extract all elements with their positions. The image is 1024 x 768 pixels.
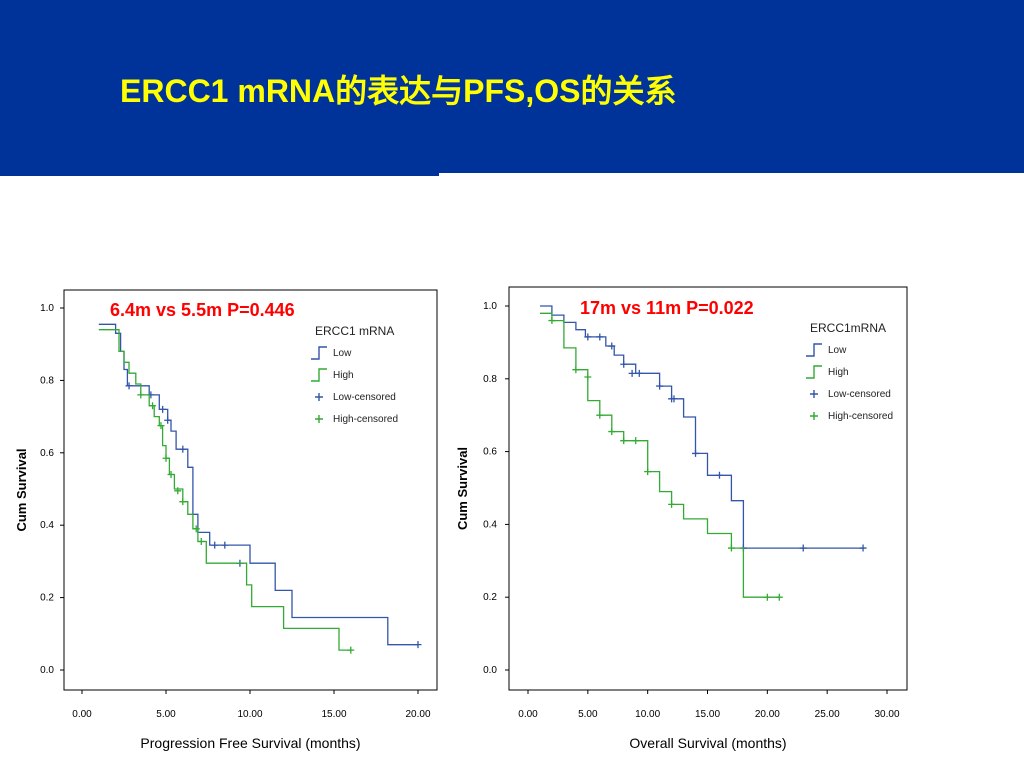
censor-mark-high	[763, 593, 771, 601]
legend-entry-label: Low	[333, 348, 352, 359]
censor-mark-low	[670, 395, 678, 403]
legend-entry-label: High-censored	[333, 414, 398, 425]
y-tick-label: 0.8	[483, 374, 497, 385]
y-tick-label: 0.4	[40, 520, 54, 531]
x-tick-label: 0.00	[518, 709, 538, 720]
x-tick-label: 10.00	[635, 709, 660, 720]
censor-mark-low	[635, 369, 643, 377]
km-curve-low	[98, 323, 418, 646]
censor-mark-low	[159, 405, 167, 413]
x-tick-label: 20.00	[405, 709, 430, 720]
legend-line-swatch	[311, 368, 327, 382]
banner-divider	[0, 173, 439, 176]
x-tick-label: 5.00	[156, 709, 176, 720]
slide-title: ERCC1 mRNA的表达与PFS,OS的关系	[120, 73, 677, 109]
y-tick-label: 0.6	[40, 448, 54, 459]
censor-mark-low	[125, 382, 133, 390]
legend-censor-swatch	[810, 412, 818, 420]
x-axis-title: Progression Free Survival (months)	[140, 735, 360, 751]
y-tick-label: 0.2	[483, 592, 497, 603]
legend-entry-label: High	[333, 370, 354, 381]
censor-mark-low	[596, 333, 604, 341]
y-tick-label: 0.8	[40, 375, 54, 386]
censor-mark-high	[775, 593, 783, 601]
censor-mark-high	[668, 500, 676, 508]
censor-mark-high	[149, 402, 157, 410]
charts-canvas: 0.0 0.2 0.4 0.6 0.8 1.0 0.00 5.00 10.00 15.00 20.0…	[14, 286, 908, 751]
censor-mark-low	[179, 445, 187, 453]
p-value-annotation: 17m vs 11m P=0.022	[580, 298, 754, 318]
censor-mark-high	[179, 498, 187, 506]
y-axis-title: Cum Survival	[14, 448, 29, 531]
y-axis-title: Cum Survival	[455, 447, 470, 530]
censor-mark-high	[162, 454, 170, 462]
legend-line-swatch	[311, 346, 327, 360]
legend-entry-label: Low-censored	[828, 389, 891, 400]
y-tick-label: 1.0	[40, 303, 54, 314]
x-tick-label: 10.00	[237, 709, 262, 720]
legend-line-swatch	[806, 343, 822, 357]
censor-mark-high	[596, 411, 604, 419]
x-tick-label: 0.00	[72, 709, 92, 720]
censor-mark-high	[197, 537, 205, 545]
x-tick-label: 20.00	[755, 709, 780, 720]
plot-frame	[63, 289, 438, 691]
km-curve-low	[540, 305, 864, 549]
censor-mark-low	[221, 541, 229, 549]
censor-mark-low	[211, 541, 219, 549]
x-tick-label: 15.00	[321, 709, 346, 720]
censor-mark-low	[799, 544, 807, 552]
x-tick-label: 30.00	[874, 709, 899, 720]
censor-mark-low	[692, 449, 700, 457]
y-tick-label: 0.0	[40, 665, 54, 676]
y-tick-label: 0.0	[483, 665, 497, 676]
censor-mark-low	[859, 544, 867, 552]
legend-entry-label: High	[828, 367, 849, 378]
legend-censor-swatch	[810, 390, 818, 398]
censor-mark-low	[620, 360, 628, 368]
censor-mark-high	[192, 525, 200, 533]
censor-mark-high	[548, 317, 556, 325]
legend-entry-label: Low	[828, 345, 847, 356]
censor-mark-high	[572, 366, 580, 374]
censor-mark-high	[347, 646, 355, 654]
censor-mark-high	[167, 471, 175, 479]
censor-mark-low	[656, 382, 664, 390]
p-value-annotation: 6.4m vs 5.5m P=0.446	[110, 300, 295, 320]
legend-title: ERCC1mRNA	[810, 321, 886, 335]
legend-censor-swatch	[315, 393, 323, 401]
censor-mark-low	[584, 333, 592, 341]
km-curve-high	[98, 329, 351, 651]
censor-mark-high	[157, 422, 165, 430]
x-tick-label: 25.00	[815, 709, 840, 720]
censor-mark-high	[727, 544, 735, 552]
censor-mark-low	[628, 369, 636, 377]
censor-mark-low	[715, 471, 723, 479]
censor-mark-high	[644, 468, 652, 476]
y-tick-label: 0.2	[40, 593, 54, 604]
censor-mark-high	[608, 428, 616, 436]
x-tick-label: 5.00	[578, 709, 598, 720]
os-km-chart: 0.0 0.2 0.4 0.6 0.8 1.0 0.00 5.00 10.00 15.00 20.0…	[455, 286, 908, 751]
y-tick-label: 1.0	[483, 301, 497, 312]
legend-censor-swatch	[315, 415, 323, 423]
censor-mark-low	[164, 416, 172, 424]
title-banner	[0, 0, 1024, 173]
y-tick-label: 0.6	[483, 447, 497, 458]
legend-title: ERCC1 mRNA	[315, 324, 394, 338]
censor-mark-high	[174, 487, 182, 495]
legend-entry-label: Low-censored	[333, 392, 396, 403]
legend-line-swatch	[806, 365, 822, 379]
censor-mark-high	[632, 437, 640, 445]
censor-mark-high	[620, 437, 628, 445]
legend-entry-label: High-censored	[828, 411, 893, 422]
y-tick-label: 0.4	[483, 519, 497, 530]
censor-mark-high	[584, 373, 592, 381]
x-axis-title: Overall Survival (months)	[629, 735, 786, 751]
censor-mark-high	[137, 391, 145, 399]
x-tick-label: 15.00	[695, 709, 720, 720]
censor-mark-low	[608, 342, 616, 350]
pfs-km-chart: 0.0 0.2 0.4 0.6 0.8 1.0 0.00 5.00 10.00 15.00 20.0…	[14, 289, 438, 751]
censor-mark-low	[414, 641, 422, 649]
